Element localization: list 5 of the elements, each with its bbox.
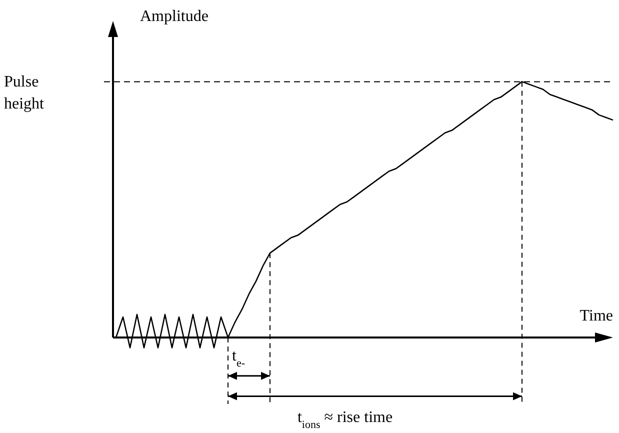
y-axis-title: Amplitude [140, 8, 208, 25]
ref-line-label: Pulse height [4, 74, 45, 113]
x-axis-title: Time [580, 307, 613, 324]
annotation: t$_{e-}$ [232, 347, 246, 370]
text: t$_{ions}$ ≈ rise time [297, 408, 393, 431]
